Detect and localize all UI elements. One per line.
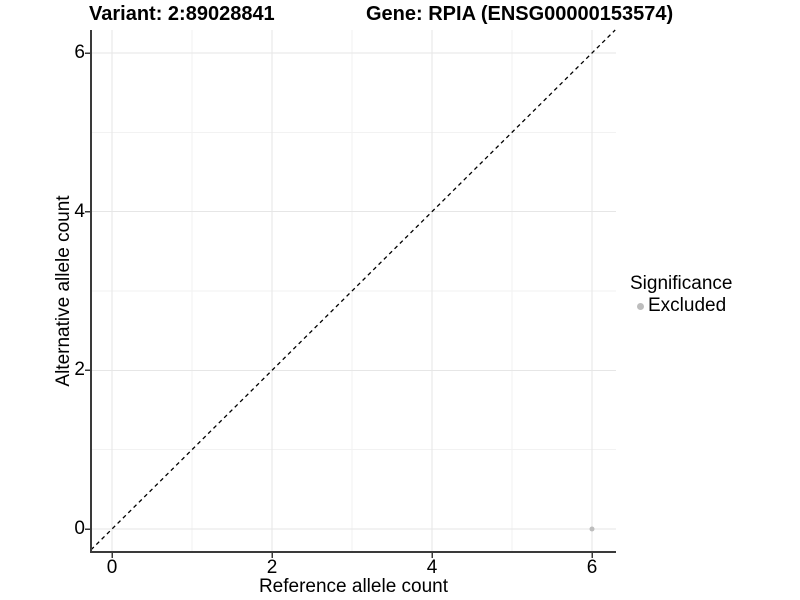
x-tick-label: 4	[426, 557, 438, 578]
excluded-point-icon	[637, 302, 644, 310]
legend-title: Significance	[630, 273, 733, 294]
variant-title: Variant: 2:89028841	[89, 3, 275, 25]
y-tick-label: 2	[74, 359, 85, 381]
y-axis-title: Alternative allele count	[53, 195, 74, 387]
legend-item-excluded: Excluded	[630, 295, 732, 317]
x-tick-label: 2	[266, 557, 278, 578]
gene-title: Gene: RPIA (ENSG00000153574)	[366, 3, 674, 25]
y-tick-label: 0	[74, 518, 85, 539]
data-point	[589, 526, 595, 532]
x-tick-label: 0	[106, 557, 118, 578]
y-tick-label: 4	[74, 200, 85, 222]
y-tick-label: 6	[74, 42, 85, 63]
x-axis-title: Reference allele count	[258, 576, 449, 597]
legend-item-label: Excluded	[648, 295, 727, 316]
x-tick-label: 6	[586, 557, 598, 578]
identity-reference-line	[90, 29, 616, 551]
legend: Significance Excluded	[630, 273, 732, 317]
